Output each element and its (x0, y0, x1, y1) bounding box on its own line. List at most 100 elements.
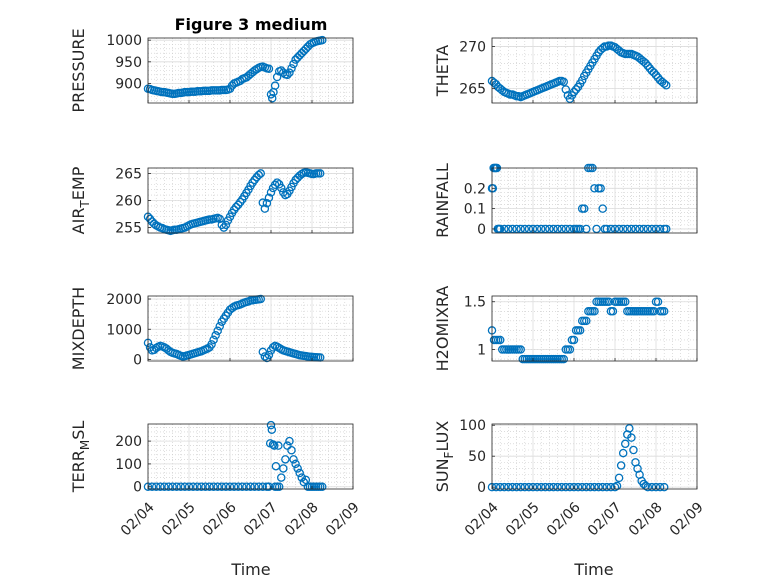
data-point (229, 482, 239, 491)
data-point (647, 224, 657, 234)
data-point (580, 204, 589, 213)
data-point (590, 307, 599, 316)
data-point (201, 482, 210, 491)
data-point (264, 64, 274, 74)
data-point (258, 482, 268, 491)
y-tick-label: 260 (115, 194, 142, 210)
data-point (582, 482, 591, 492)
y-tick-label: 1000 (106, 322, 142, 338)
data-point (225, 482, 235, 491)
data-point (598, 482, 607, 492)
data-point (285, 436, 294, 446)
subplot-sun-flux: 0 50 100 02/04 02/05 02/06 02/07 02/08 02/09 SUNF… (433, 418, 707, 539)
data-point (649, 307, 659, 316)
data-point (541, 224, 550, 234)
subplot-mixdepth: 0 1000 2000 MIXDEPTH (69, 287, 354, 370)
data-point (238, 482, 247, 491)
y-tick-label: 50 (468, 449, 486, 465)
data-point (512, 482, 521, 492)
y-tick-label: 0 (133, 480, 142, 496)
y-tick-label: 0.1 (464, 202, 486, 218)
data-point (246, 482, 255, 491)
data-point (209, 482, 218, 491)
data-point (647, 482, 657, 492)
data-point (520, 224, 530, 234)
data-point (168, 482, 177, 491)
subplot-pressure: 900 950 1000 PRESSURE (69, 28, 354, 113)
data-point (659, 79, 669, 88)
data-point (655, 482, 665, 492)
data-point (221, 220, 231, 230)
data-point (569, 87, 579, 97)
y-tick-label: 2000 (106, 292, 142, 308)
data-point (536, 224, 546, 234)
data-point (512, 224, 521, 234)
data-point (532, 224, 542, 234)
data-point (267, 425, 277, 434)
x-tick-label: 02/04 (462, 499, 502, 539)
subplot-theta: 265 270 THETA (433, 37, 698, 104)
data-point (317, 482, 327, 491)
data-point (577, 482, 587, 492)
data-point (264, 350, 274, 360)
data-point (604, 297, 614, 306)
x-axis-label-left: Time (230, 560, 270, 579)
data-point (256, 294, 265, 304)
data-point (575, 224, 585, 234)
data-point (606, 224, 616, 234)
data-point (549, 482, 558, 492)
data-point (565, 482, 575, 492)
data-point (164, 482, 173, 491)
data-point (266, 188, 276, 197)
data-point (559, 354, 569, 364)
data-point (315, 169, 325, 178)
data-point (274, 441, 283, 450)
data-point (528, 482, 538, 492)
x-tick-label: 02/08 (282, 499, 322, 539)
data-point (281, 455, 290, 464)
data-point (184, 482, 194, 491)
data-point (209, 335, 218, 345)
data-point (221, 482, 231, 491)
data-point (268, 343, 278, 352)
data-point (213, 326, 222, 336)
data-point (508, 482, 517, 492)
data-point (635, 224, 644, 234)
data-point (197, 482, 206, 491)
data-point (172, 482, 181, 491)
axes-frame (147, 295, 354, 362)
y-axis-label: RAINFALL (433, 163, 452, 238)
y-tick-label: 200 (115, 434, 142, 450)
data-point (659, 307, 669, 316)
y-tick-label: 1 (477, 343, 486, 359)
data-point (582, 316, 591, 326)
x-axis-label-right: Time (573, 560, 613, 579)
data-point (272, 72, 282, 82)
data-point (272, 178, 282, 187)
data-point (231, 202, 241, 212)
data-point (151, 482, 161, 491)
data-point (317, 35, 327, 45)
data-point (602, 482, 612, 492)
y-tick-label: 265 (459, 82, 486, 98)
y-axis-label: PRESSURE (69, 28, 88, 112)
data-point (653, 297, 663, 306)
data-point (256, 169, 265, 178)
data-point (641, 59, 651, 68)
y-tick-label: 270 (459, 39, 486, 55)
data-point (516, 345, 525, 354)
data-point (297, 473, 306, 482)
data-point (176, 482, 186, 491)
data-point (254, 170, 263, 180)
x-tick-label: 02/06 (200, 499, 240, 539)
figure-title: Figure 3 medium (175, 15, 328, 34)
data-point (520, 482, 530, 492)
data-point (649, 68, 659, 77)
data-point (659, 482, 669, 492)
data-point (264, 193, 274, 203)
data-point (285, 68, 294, 77)
x-tick-label: 02/09 (323, 499, 363, 539)
data-point (590, 482, 599, 492)
data-point (545, 224, 554, 234)
